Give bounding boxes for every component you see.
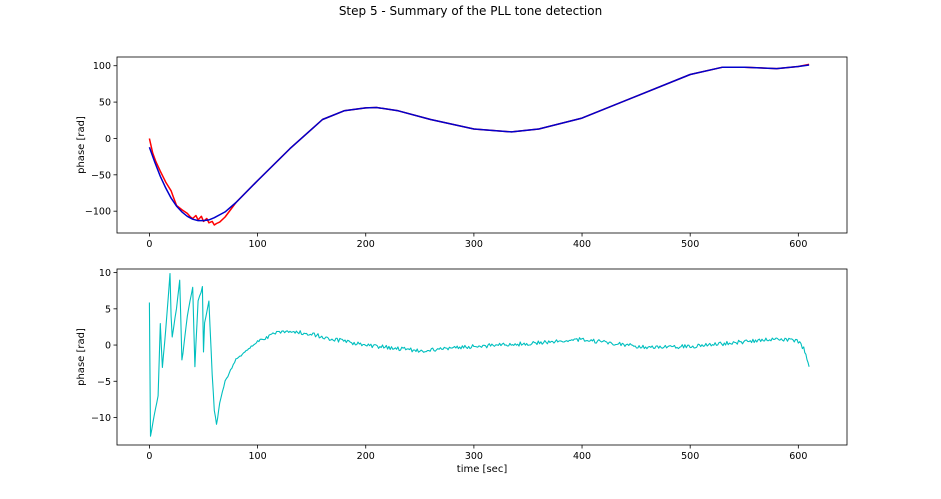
y-tick-label: 0 — [105, 341, 111, 352]
y-tick-label: 5 — [105, 304, 111, 315]
x-axis-label: time [sec] — [457, 464, 508, 475]
y-axis-label: phase [rad] — [76, 328, 87, 386]
x-tick-label: 500 — [681, 239, 699, 250]
x-tick-label: 600 — [789, 239, 807, 250]
axes-frame — [116, 268, 848, 446]
x-tick-label: 600 — [789, 451, 807, 462]
x-tick-label: 300 — [465, 239, 483, 250]
x-tick-label: 200 — [357, 451, 375, 462]
x-tick-label: 400 — [573, 239, 591, 250]
x-tick-label: 0 — [146, 239, 152, 250]
figure-title: Step 5 - Summary of the PLL tone detecti… — [338, 4, 603, 18]
x-tick-label: 100 — [249, 451, 267, 462]
y-tick-label: −5 — [97, 377, 111, 388]
y-tick-label: 10 — [99, 268, 111, 279]
x-tick-label: 300 — [465, 451, 483, 462]
y-tick-label: 50 — [99, 98, 111, 109]
y-tick-label: 0 — [105, 134, 111, 145]
series-line-1 — [148, 272, 810, 437]
y-axis-label: phase [rad] — [76, 116, 87, 174]
y-tick-label: 100 — [93, 61, 111, 72]
y-tick-label: −100 — [85, 207, 111, 218]
x-tick-label: 500 — [681, 451, 699, 462]
series-line-2 — [148, 64, 810, 222]
x-tick-label: 0 — [146, 451, 152, 462]
x-tick-label: 400 — [573, 451, 591, 462]
y-tick-label: −10 — [91, 413, 111, 424]
axes-frame — [116, 56, 848, 234]
x-tick-label: 200 — [357, 239, 375, 250]
subplot-1: 0 100 200 300 400 500 600 −100 −50 0 50 100 phase [r… — [76, 56, 848, 250]
subplot-2: 0 100 200 300 400 500 600 −10 −5 0 5 10 phase [rad] t… — [76, 268, 848, 475]
y-tick-label: −50 — [91, 170, 111, 181]
series-line-1 — [148, 63, 810, 226]
x-tick-label: 100 — [249, 239, 267, 250]
